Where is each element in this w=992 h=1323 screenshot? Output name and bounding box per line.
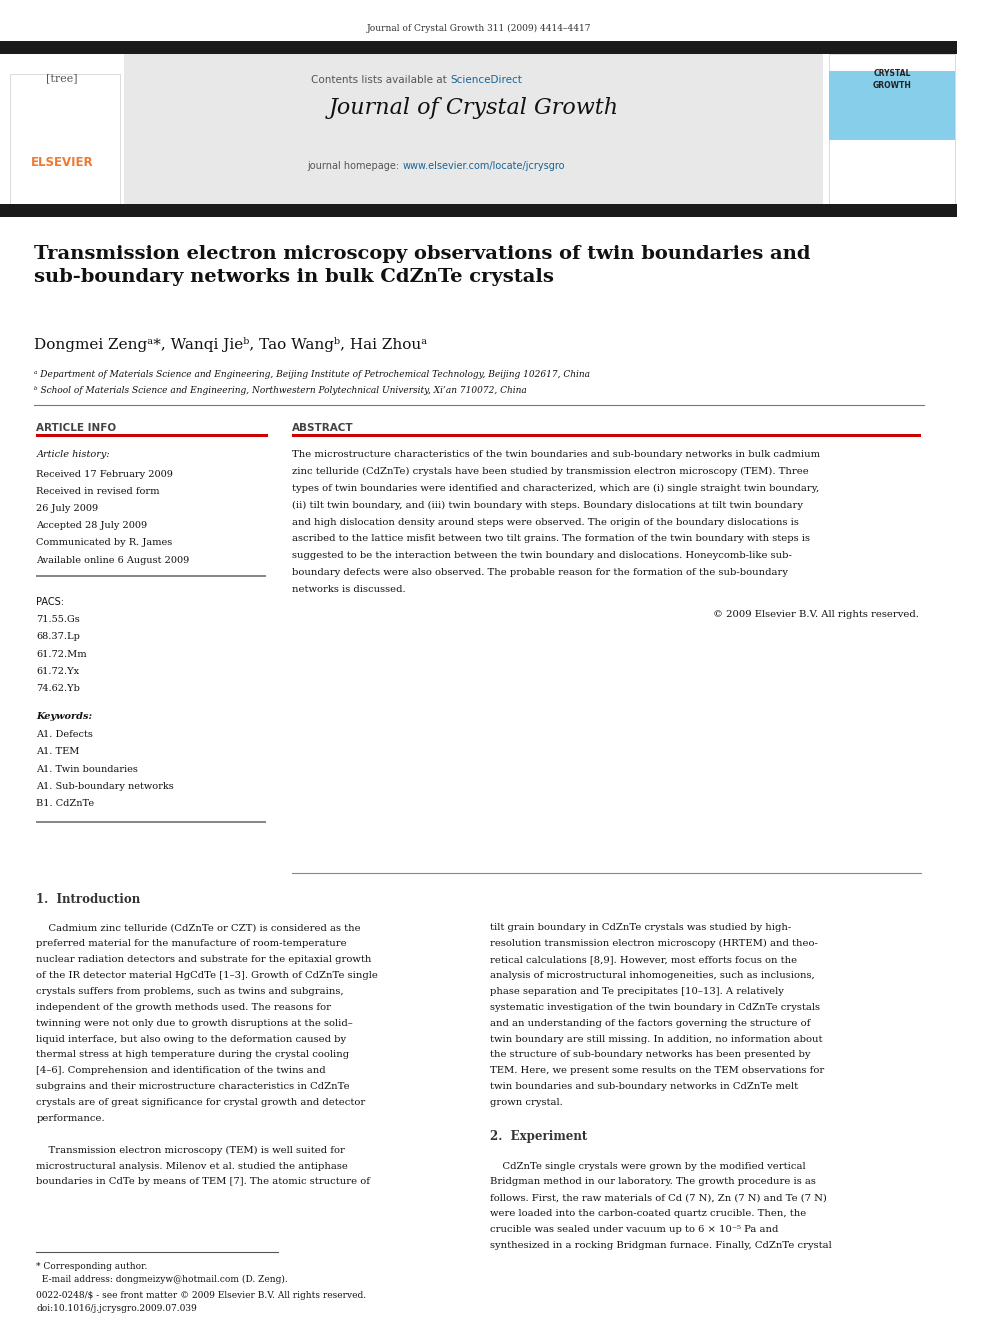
Text: 26 July 2009: 26 July 2009 xyxy=(37,504,98,513)
Bar xyxy=(37,434,268,437)
Text: E-mail address: dongmeizyw@hotmail.com (D. Zeng).: E-mail address: dongmeizyw@hotmail.com (… xyxy=(37,1275,288,1285)
Text: Transmission electron microscopy observations of twin boundaries and
sub-boundar: Transmission electron microscopy observa… xyxy=(34,245,810,286)
Bar xyxy=(124,54,823,206)
Text: Communicated by R. James: Communicated by R. James xyxy=(37,538,173,548)
Text: suggested to be the interaction between the twin boundary and dislocations. Hone: suggested to be the interaction between … xyxy=(292,552,792,561)
Text: A1. TEM: A1. TEM xyxy=(37,747,79,757)
Text: CRYSTAL
GROWTH: CRYSTAL GROWTH xyxy=(873,69,912,90)
Text: independent of the growth methods used. The reasons for: independent of the growth methods used. … xyxy=(37,1003,331,1012)
Text: Contents lists available at: Contents lists available at xyxy=(310,75,450,86)
Text: Available online 6 August 2009: Available online 6 August 2009 xyxy=(37,556,189,565)
Text: zinc telluride (CdZnTe) crystals have been studied by transmission electron micr: zinc telluride (CdZnTe) crystals have be… xyxy=(292,467,808,476)
Text: ScienceDirect: ScienceDirect xyxy=(450,75,522,86)
Text: crystals are of great significance for crystal growth and detector: crystals are of great significance for c… xyxy=(37,1098,366,1107)
Text: networks is discussed.: networks is discussed. xyxy=(292,585,406,594)
Text: analysis of microstructural inhomogeneities, such as inclusions,: analysis of microstructural inhomogeneit… xyxy=(490,971,815,980)
Text: Cadmium zinc telluride (CdZnTe or CZT) is considered as the: Cadmium zinc telluride (CdZnTe or CZT) i… xyxy=(37,923,361,933)
Bar xyxy=(292,434,921,437)
Text: liquid interface, but also owing to the deformation caused by: liquid interface, but also owing to the … xyxy=(37,1035,346,1044)
Text: the structure of sub-boundary networks has been presented by: the structure of sub-boundary networks h… xyxy=(490,1050,810,1060)
Bar xyxy=(0,41,957,54)
Text: ascribed to the lattice misfit between two tilt grains. The formation of the twi: ascribed to the lattice misfit between t… xyxy=(292,534,810,544)
Text: twinning were not only due to growth disruptions at the solid–: twinning were not only due to growth dis… xyxy=(37,1019,353,1028)
Text: microstructural analysis. Milenov et al. studied the antiphase: microstructural analysis. Milenov et al.… xyxy=(37,1162,348,1171)
Text: synthesized in a rocking Bridgman furnace. Finally, CdZnTe crystal: synthesized in a rocking Bridgman furnac… xyxy=(490,1241,832,1250)
Text: [4–6]. Comprehension and identification of the twins and: [4–6]. Comprehension and identification … xyxy=(37,1066,326,1076)
Bar xyxy=(10,74,120,206)
Text: grown crystal.: grown crystal. xyxy=(490,1098,562,1107)
Text: www.elsevier.com/locate/jcrysgro: www.elsevier.com/locate/jcrysgro xyxy=(402,161,564,172)
Text: ARTICLE INFO: ARTICLE INFO xyxy=(37,423,116,434)
Text: 0022-0248/$ - see front matter © 2009 Elsevier B.V. All rights reserved.: 0022-0248/$ - see front matter © 2009 El… xyxy=(37,1291,366,1301)
Text: and an understanding of the factors governing the structure of: and an understanding of the factors gove… xyxy=(490,1019,810,1028)
Text: 71.55.Gs: 71.55.Gs xyxy=(37,615,80,624)
Text: twin boundaries and sub-boundary networks in CdZnTe melt: twin boundaries and sub-boundary network… xyxy=(490,1082,799,1091)
Text: (ii) tilt twin boundary, and (iii) twin boundary with steps. Boundary dislocatio: (ii) tilt twin boundary, and (iii) twin … xyxy=(292,500,803,509)
Text: PACS:: PACS: xyxy=(37,597,64,607)
Text: Dongmei Zengᵃ*, Wanqi Jieᵇ, Tao Wangᵇ, Hai Zhouᵃ: Dongmei Zengᵃ*, Wanqi Jieᵇ, Tao Wangᵇ, H… xyxy=(34,337,427,352)
Text: Bridgman method in our laboratory. The growth procedure is as: Bridgman method in our laboratory. The g… xyxy=(490,1177,816,1187)
Text: 74.62.Yb: 74.62.Yb xyxy=(37,684,80,693)
Text: The microstructure characteristics of the twin boundaries and sub-boundary netwo: The microstructure characteristics of th… xyxy=(292,450,820,459)
Text: of the IR detector material HgCdTe [1–3]. Growth of CdZnTe single: of the IR detector material HgCdTe [1–3]… xyxy=(37,971,378,980)
Text: doi:10.1016/j.jcrysgro.2009.07.039: doi:10.1016/j.jcrysgro.2009.07.039 xyxy=(37,1304,197,1314)
Text: 61.72.Mm: 61.72.Mm xyxy=(37,650,87,659)
Text: boundary defects were also observed. The probable reason for the formation of th: boundary defects were also observed. The… xyxy=(292,569,788,577)
Text: boundaries in CdTe by means of TEM [7]. The atomic structure of: boundaries in CdTe by means of TEM [7]. … xyxy=(37,1177,370,1187)
Text: 68.37.Lp: 68.37.Lp xyxy=(37,632,80,642)
Text: Journal of Crystal Growth 311 (2009) 4414–4417: Journal of Crystal Growth 311 (2009) 441… xyxy=(366,24,591,33)
Text: follows. First, the raw materials of Cd (7 N), Zn (7 N) and Te (7 N): follows. First, the raw materials of Cd … xyxy=(490,1193,827,1203)
Text: A1. Twin boundaries: A1. Twin boundaries xyxy=(37,765,138,774)
Text: Accepted 28 July 2009: Accepted 28 July 2009 xyxy=(37,521,148,531)
Text: TEM. Here, we present some results on the TEM observations for: TEM. Here, we present some results on th… xyxy=(490,1066,824,1076)
Text: were loaded into the carbon-coated quartz crucible. Then, the: were loaded into the carbon-coated quart… xyxy=(490,1209,806,1218)
Text: Journal of Crystal Growth: Journal of Crystal Growth xyxy=(328,97,619,119)
Text: thermal stress at high temperature during the crystal cooling: thermal stress at high temperature durin… xyxy=(37,1050,349,1060)
Text: CdZnTe single crystals were grown by the modified vertical: CdZnTe single crystals were grown by the… xyxy=(490,1162,806,1171)
Text: phase separation and Te precipitates [10–13]. A relatively: phase separation and Te precipitates [10… xyxy=(490,987,784,996)
Text: A1. Sub-boundary networks: A1. Sub-boundary networks xyxy=(37,782,175,791)
Text: ELSEVIER: ELSEVIER xyxy=(31,156,93,169)
Bar xyxy=(829,54,955,206)
Text: * Corresponding author.: * Corresponding author. xyxy=(37,1262,148,1271)
Bar xyxy=(0,204,957,217)
Text: [tree]: [tree] xyxy=(47,73,78,83)
Text: performance.: performance. xyxy=(37,1114,105,1123)
Bar xyxy=(37,576,266,577)
Text: subgrains and their microstructure characteristics in CdZnTe: subgrains and their microstructure chara… xyxy=(37,1082,350,1091)
Text: systematic investigation of the twin boundary in CdZnTe crystals: systematic investigation of the twin bou… xyxy=(490,1003,820,1012)
Text: Received in revised form: Received in revised form xyxy=(37,487,160,496)
Bar xyxy=(37,822,266,823)
Text: 2.  Experiment: 2. Experiment xyxy=(490,1130,587,1143)
Text: B1. CdZnTe: B1. CdZnTe xyxy=(37,799,94,808)
Text: 1.  Introduction: 1. Introduction xyxy=(37,893,141,906)
Text: Article history:: Article history: xyxy=(37,450,110,459)
Text: Keywords:: Keywords: xyxy=(37,712,92,721)
Text: twin boundary are still missing. In addition, no information about: twin boundary are still missing. In addi… xyxy=(490,1035,822,1044)
Bar xyxy=(829,71,955,140)
Text: 61.72.Yx: 61.72.Yx xyxy=(37,667,79,676)
Text: ᵇ School of Materials Science and Engineering, Northwestern Polytechnical Univer: ᵇ School of Materials Science and Engine… xyxy=(34,386,527,396)
Text: ABSTRACT: ABSTRACT xyxy=(292,423,353,434)
Text: Transmission electron microscopy (TEM) is well suited for: Transmission electron microscopy (TEM) i… xyxy=(37,1146,345,1155)
Text: ᵃ Department of Materials Science and Engineering, Beijing Institute of Petroche: ᵃ Department of Materials Science and En… xyxy=(34,370,589,380)
Text: resolution transmission electron microscopy (HRTEM) and theo-: resolution transmission electron microsc… xyxy=(490,939,818,949)
Text: nuclear radiation detectors and substrate for the epitaxial growth: nuclear radiation detectors and substrat… xyxy=(37,955,372,964)
Text: types of twin boundaries were identified and characterized, which are (i) single: types of twin boundaries were identified… xyxy=(292,484,819,492)
Text: preferred material for the manufacture of room-temperature: preferred material for the manufacture o… xyxy=(37,939,347,949)
Text: journal homepage:: journal homepage: xyxy=(307,161,402,172)
Text: Received 17 February 2009: Received 17 February 2009 xyxy=(37,470,174,479)
Text: A1. Defects: A1. Defects xyxy=(37,730,93,740)
Text: tilt grain boundary in CdZnTe crystals was studied by high-: tilt grain boundary in CdZnTe crystals w… xyxy=(490,923,792,933)
Text: © 2009 Elsevier B.V. All rights reserved.: © 2009 Elsevier B.V. All rights reserved… xyxy=(713,610,920,619)
Text: crucible was sealed under vacuum up to 6 × 10⁻⁵ Pa and: crucible was sealed under vacuum up to 6… xyxy=(490,1225,779,1234)
Text: retical calculations [8,9]. However, most efforts focus on the: retical calculations [8,9]. However, mos… xyxy=(490,955,798,964)
Text: crystals suffers from problems, such as twins and subgrains,: crystals suffers from problems, such as … xyxy=(37,987,344,996)
Text: and high dislocation density around steps were observed. The origin of the bound: and high dislocation density around step… xyxy=(292,517,799,527)
